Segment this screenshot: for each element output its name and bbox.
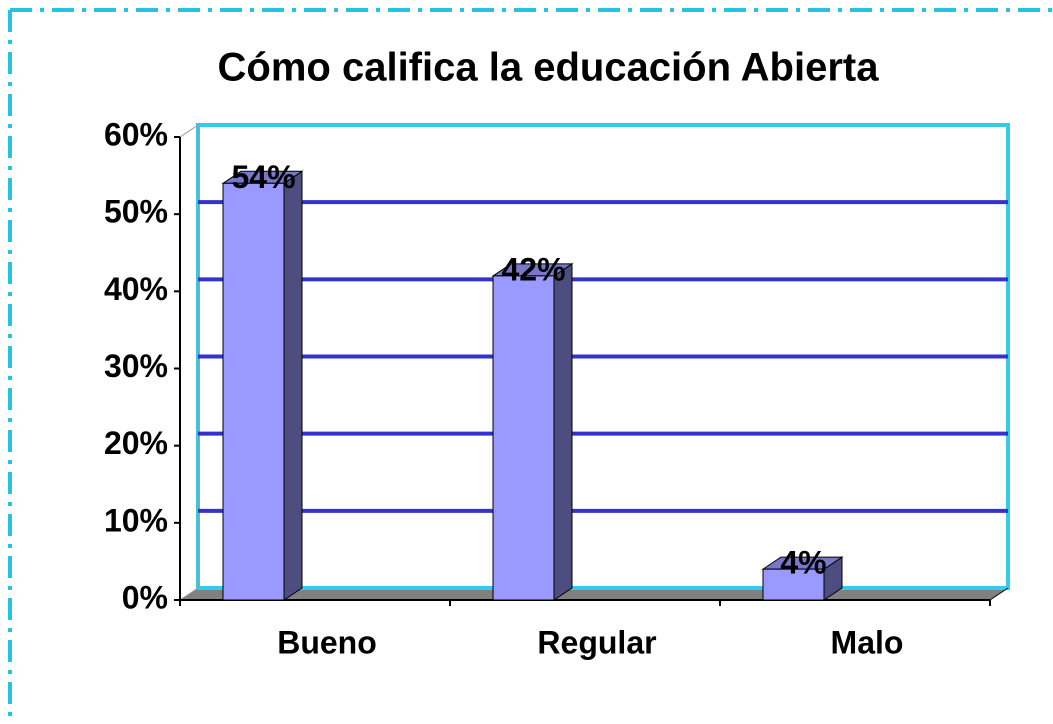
bar <box>762 568 825 601</box>
side-wall <box>179 124 199 601</box>
data-label: 42% <box>501 251 565 287</box>
y-tick-label: 10% <box>104 502 168 538</box>
axis-edge <box>989 587 1009 601</box>
y-tick-label: 50% <box>104 194 168 230</box>
data-label: 54% <box>231 159 295 195</box>
bar-side <box>553 262 573 601</box>
bar <box>492 275 555 601</box>
bar-side <box>283 170 303 601</box>
x-tick-label: Bueno <box>277 624 377 660</box>
x-tick-label: Malo <box>831 624 904 660</box>
data-label: 4% <box>780 545 826 581</box>
y-tick-label: 0% <box>122 579 168 615</box>
y-tick-label: 60% <box>104 116 168 152</box>
y-tick-label: 40% <box>104 271 168 307</box>
chart-title: Cómo califica la educación Abierta <box>218 46 880 90</box>
y-tick-label: 20% <box>104 425 168 461</box>
y-tick-label: 30% <box>104 348 168 384</box>
bar <box>222 182 285 601</box>
x-tick-label: Regular <box>537 624 656 660</box>
